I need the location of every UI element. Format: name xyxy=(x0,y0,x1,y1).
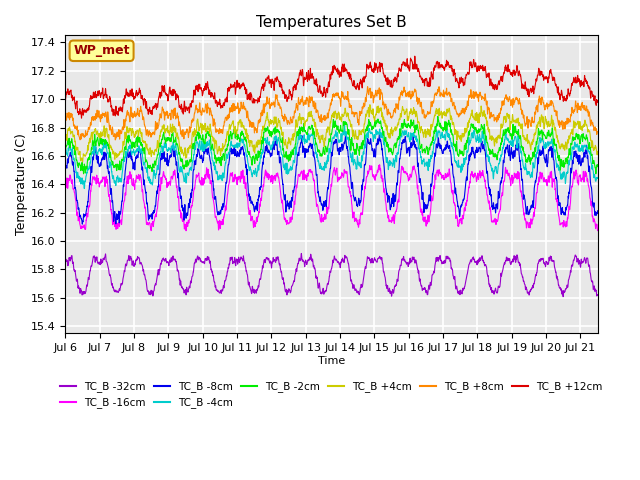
TC_B -32cm xyxy=(264,257,272,263)
TC_B -32cm xyxy=(61,259,69,264)
TC_B -4cm xyxy=(340,120,348,126)
TC_B +8cm xyxy=(218,127,226,132)
TC_B +4cm xyxy=(594,148,602,154)
Line: TC_B -2cm: TC_B -2cm xyxy=(65,116,598,174)
TC_B -2cm xyxy=(124,136,132,142)
Line: TC_B +4cm: TC_B +4cm xyxy=(65,105,598,162)
TC_B -32cm xyxy=(124,257,132,263)
Title: Temperatures Set B: Temperatures Set B xyxy=(256,15,407,30)
TC_B +12cm xyxy=(512,70,520,75)
TC_B +8cm xyxy=(61,111,69,117)
Line: TC_B +12cm: TC_B +12cm xyxy=(65,56,598,118)
TC_B +12cm xyxy=(264,73,272,79)
TC_B -4cm xyxy=(61,150,69,156)
TC_B +8cm xyxy=(594,129,602,134)
TC_B +12cm xyxy=(77,115,85,121)
TC_B -16cm xyxy=(376,162,383,168)
TC_B -4cm xyxy=(124,148,132,154)
TC_B -2cm xyxy=(594,162,602,168)
TC_B -8cm xyxy=(376,130,383,135)
TC_B -2cm xyxy=(512,124,520,130)
TC_B -4cm xyxy=(464,149,472,155)
TC_B -2cm xyxy=(499,138,506,144)
TC_B +12cm xyxy=(411,53,419,59)
TC_B -32cm xyxy=(218,287,226,292)
TC_B -32cm xyxy=(499,268,506,274)
TC_B +4cm xyxy=(464,120,472,126)
TC_B +12cm xyxy=(594,98,602,104)
TC_B -8cm xyxy=(218,204,226,210)
TC_B -8cm xyxy=(79,221,86,227)
TC_B +8cm xyxy=(499,102,506,108)
TC_B +8cm xyxy=(464,99,472,105)
TC_B -2cm xyxy=(434,113,442,119)
TC_B -4cm xyxy=(81,186,88,192)
TC_B -32cm xyxy=(298,251,305,256)
TC_B -8cm xyxy=(264,148,272,154)
TC_B +4cm xyxy=(264,117,272,123)
TC_B +8cm xyxy=(111,137,119,143)
TC_B +12cm xyxy=(499,79,506,84)
Line: TC_B -4cm: TC_B -4cm xyxy=(65,123,598,189)
TC_B -16cm xyxy=(594,228,602,233)
TC_B +4cm xyxy=(366,102,374,108)
TC_B -2cm xyxy=(464,136,472,142)
TC_B -8cm xyxy=(61,168,69,173)
Y-axis label: Temperature (C): Temperature (C) xyxy=(15,133,28,235)
Line: TC_B -32cm: TC_B -32cm xyxy=(65,253,598,297)
TC_B -4cm xyxy=(594,175,602,181)
TC_B -16cm xyxy=(124,180,132,186)
TC_B +12cm xyxy=(218,103,226,109)
Line: TC_B -8cm: TC_B -8cm xyxy=(65,132,598,224)
TC_B -8cm xyxy=(499,173,506,179)
TC_B +4cm xyxy=(218,148,226,154)
TC_B +4cm xyxy=(79,159,86,165)
TC_B -16cm xyxy=(182,228,190,234)
TC_B +4cm xyxy=(499,124,506,130)
TC_B -8cm xyxy=(512,144,520,150)
TC_B -16cm xyxy=(218,222,226,228)
Legend: TC_B -32cm, TC_B -16cm, TC_B -8cm, TC_B -4cm, TC_B -2cm, TC_B +4cm, TC_B +8cm, T: TC_B -32cm, TC_B -16cm, TC_B -8cm, TC_B … xyxy=(56,377,607,412)
TC_B -2cm xyxy=(592,171,600,177)
TC_B -2cm xyxy=(218,157,226,163)
TC_B -16cm xyxy=(464,192,472,198)
TC_B +8cm xyxy=(264,101,272,107)
TC_B -32cm xyxy=(559,294,567,300)
TC_B +8cm xyxy=(124,112,132,118)
Line: TC_B -16cm: TC_B -16cm xyxy=(65,165,598,231)
TC_B +4cm xyxy=(512,119,520,124)
TC_B +12cm xyxy=(61,98,69,104)
TC_B -16cm xyxy=(499,192,506,198)
TC_B +8cm xyxy=(512,96,520,102)
TC_B +12cm xyxy=(124,93,132,99)
TC_B -4cm xyxy=(499,147,506,153)
TC_B +8cm xyxy=(364,84,371,89)
TC_B -2cm xyxy=(61,146,69,152)
TC_B +12cm xyxy=(464,70,472,75)
TC_B -2cm xyxy=(264,128,272,133)
TC_B -32cm xyxy=(512,259,520,265)
TC_B -16cm xyxy=(264,175,272,180)
X-axis label: Time: Time xyxy=(318,356,345,366)
TC_B -8cm xyxy=(124,150,132,156)
TC_B +4cm xyxy=(61,133,69,139)
TC_B -32cm xyxy=(594,292,602,298)
TC_B -8cm xyxy=(594,208,602,214)
TC_B -4cm xyxy=(264,142,272,147)
TC_B -16cm xyxy=(512,174,520,180)
TC_B -32cm xyxy=(464,269,472,275)
TC_B +4cm xyxy=(124,128,132,134)
TC_B -4cm xyxy=(218,177,226,182)
TC_B -8cm xyxy=(464,166,472,172)
TC_B -4cm xyxy=(512,134,520,140)
Text: WP_met: WP_met xyxy=(74,44,130,57)
TC_B -16cm xyxy=(61,177,69,183)
Line: TC_B +8cm: TC_B +8cm xyxy=(65,86,598,140)
